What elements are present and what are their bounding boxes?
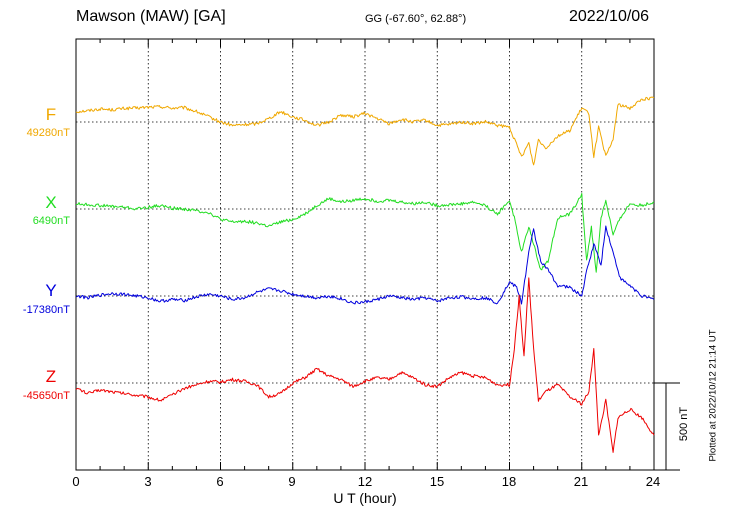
x-tick-label: 24	[645, 474, 661, 489]
series-line-z	[75, 277, 655, 453]
grid-lines	[76, 39, 654, 470]
baseline-z: -45650nT	[22, 390, 70, 402]
x-tick-label: 6	[216, 474, 224, 489]
x-tick-label: 12	[357, 474, 373, 489]
x-tick-label: 18	[501, 474, 517, 489]
component-label-z: Z	[45, 367, 57, 386]
x-axis-label: U T (hour)	[333, 490, 397, 506]
plotted-timestamp: Plotted at 2022/10/12 21:14 UT	[707, 329, 719, 462]
series-layer	[75, 96, 655, 453]
x-tick-marks	[75, 39, 655, 470]
series-line-f	[75, 96, 655, 166]
scale-bar-label: 500 nT	[678, 406, 690, 442]
x-tick-label: 15	[429, 474, 445, 489]
baseline-y: -17380nT	[22, 304, 70, 316]
component-label-f: F	[45, 105, 57, 124]
x-tick-label: 0	[72, 474, 80, 489]
x-tick-label: 21	[573, 474, 589, 489]
component-label-y: Y	[45, 281, 57, 300]
x-tick-label: 3	[144, 474, 152, 489]
series-line-x	[76, 193, 655, 273]
station-title: Mawson (MAW) [GA]	[76, 8, 226, 25]
baseline-x: 6490nT	[32, 215, 70, 227]
baseline-f: 49280nT	[26, 127, 70, 139]
scale-bar	[654, 382, 680, 471]
x-tick-label: 9	[288, 474, 296, 489]
coordinates-label: GG (-67.60°, 62.88°)	[365, 13, 467, 25]
series-line-y	[75, 225, 655, 305]
component-label-x: X	[45, 193, 57, 212]
date-label: 2022/10/06	[569, 8, 650, 25]
